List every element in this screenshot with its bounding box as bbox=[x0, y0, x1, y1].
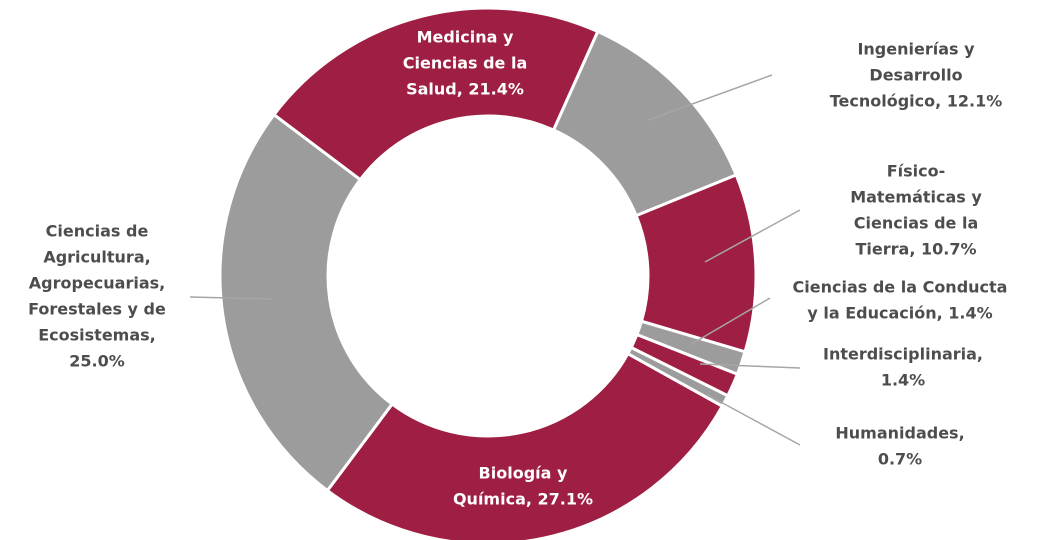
donut-segment bbox=[218, 112, 395, 493]
segment-label: Medicina y bbox=[417, 28, 514, 47]
segment-label: Ingenierías y bbox=[857, 40, 975, 59]
segment-label: Ciencias de la bbox=[403, 54, 527, 73]
leader-line bbox=[699, 363, 801, 369]
segment-label: Química, 27.1% bbox=[453, 490, 593, 509]
segment-label: Ciencias de la bbox=[854, 214, 978, 233]
segment-label: Físico- bbox=[887, 162, 946, 181]
segment-label: Desarrollo bbox=[869, 66, 962, 85]
leader-line bbox=[189, 296, 273, 300]
segment-label: Salud, 21.4% bbox=[406, 80, 524, 99]
segment-label: Biología y bbox=[479, 464, 568, 483]
segment-label: Tierra, 10.7% bbox=[856, 240, 977, 259]
segment-label: 1.4% bbox=[881, 371, 925, 390]
segment-label: Humanidades, bbox=[835, 424, 964, 443]
segment-label: Ciencias de la Conducta bbox=[793, 278, 1008, 297]
segment-label: Ciencias de bbox=[46, 222, 149, 241]
leader-line bbox=[705, 393, 801, 446]
leader-line bbox=[647, 74, 773, 121]
segment-label: Agricultura, bbox=[43, 248, 150, 267]
segment-label: 25.0% bbox=[69, 352, 125, 371]
segment-label: Tecnológico, 12.1% bbox=[830, 92, 1003, 111]
donut-segment bbox=[271, 6, 600, 182]
segment-label: y la Educación, 1.4% bbox=[807, 304, 992, 323]
segment-label: Agropecuarias, bbox=[29, 274, 165, 293]
segment-label: Ecosistemas, bbox=[38, 326, 156, 345]
donut-segment bbox=[325, 351, 725, 540]
segment-label: Interdisciplinaria, bbox=[823, 345, 983, 364]
segment-label: Matemáticas y bbox=[850, 188, 982, 207]
leader-line bbox=[704, 209, 801, 263]
segment-label: 0.7% bbox=[878, 450, 922, 469]
leader-line bbox=[689, 297, 771, 346]
segment-label: Forestales y de bbox=[28, 300, 166, 319]
